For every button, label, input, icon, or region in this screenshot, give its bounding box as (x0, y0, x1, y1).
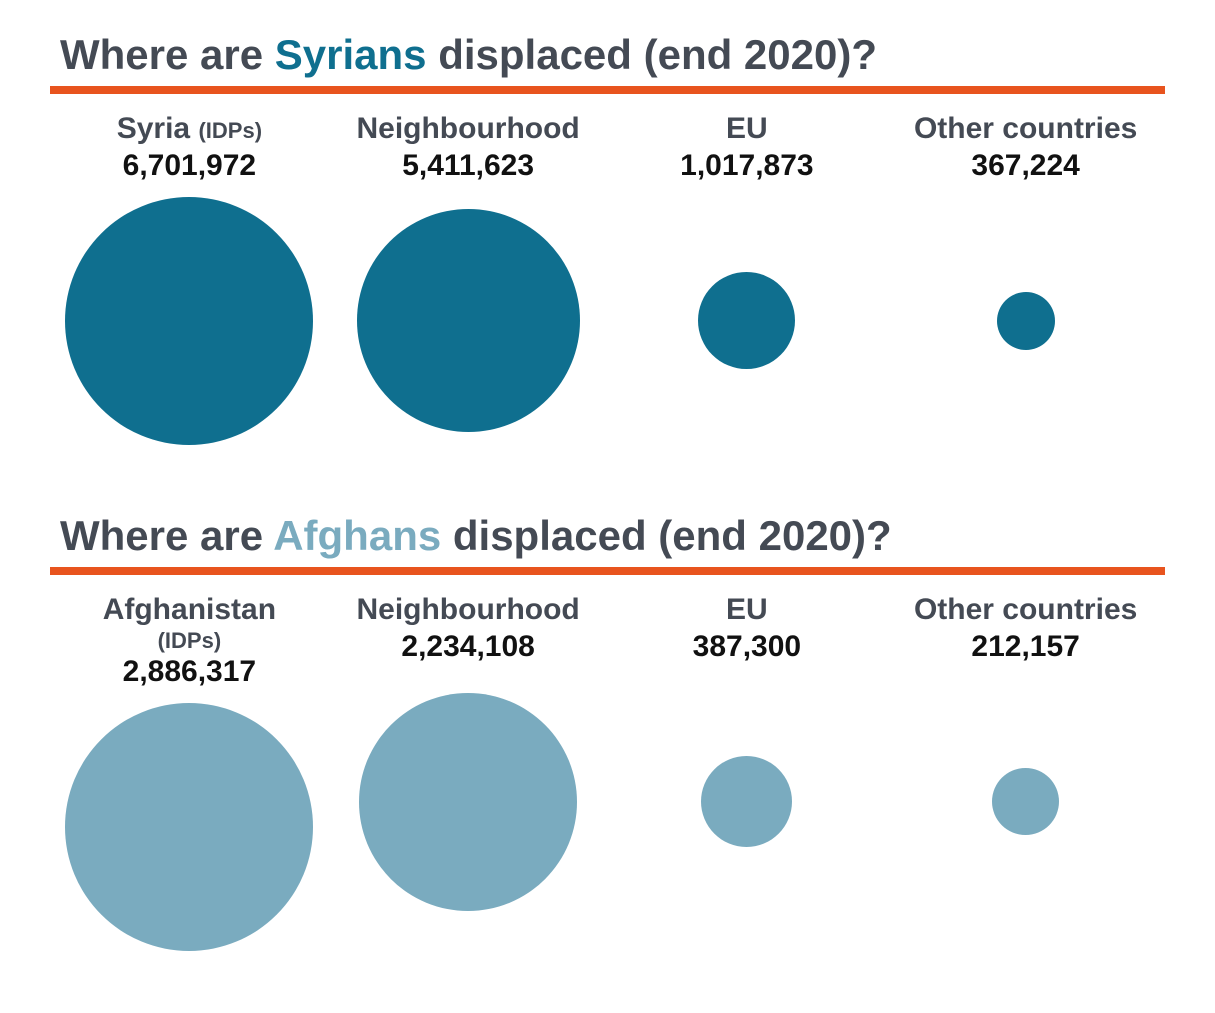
bubble-row: Syria (IDPs) 6,701,972 Neighbourhood 5,4… (50, 112, 1165, 451)
col-label: Afghanistan (IDPs) (103, 593, 276, 653)
bubble-area (50, 191, 329, 451)
title-pre: Where are (60, 512, 273, 559)
col-label: Neighbourhood (356, 593, 579, 628)
title-highlight: Afghans (273, 512, 441, 559)
bubble (698, 272, 795, 369)
bubble-col: Neighbourhood 2,234,108 (329, 593, 608, 932)
title-post: displaced (end 2020)? (441, 512, 891, 559)
title-post: displaced (end 2020)? (427, 31, 877, 78)
section-afghans: Where are Afghans displaced (end 2020)? … (50, 511, 1165, 957)
col-value: 367,224 (971, 149, 1079, 183)
bubble-col: Syria (IDPs) 6,701,972 (50, 112, 329, 451)
title-pre: Where are (60, 31, 275, 78)
col-label: Other countries (914, 112, 1137, 147)
title-underline (50, 86, 1165, 94)
section-syrians: Where are Syrians displaced (end 2020)? … (50, 30, 1165, 451)
bubble-col: Other countries 367,224 (886, 112, 1165, 451)
bubble (357, 209, 580, 432)
section-title: Where are Afghans displaced (end 2020)? (50, 511, 1165, 561)
col-label: EU (726, 112, 768, 147)
bubble (701, 756, 792, 847)
title-underline (50, 567, 1165, 575)
bubble-col: Afghanistan (IDPs) 2,886,317 (50, 593, 329, 957)
col-label: Neighbourhood (356, 112, 579, 147)
bubble-col: Neighbourhood 5,411,623 (329, 112, 608, 451)
bubble-row: Afghanistan (IDPs) 2,886,317 Neighbourho… (50, 593, 1165, 957)
bubble-col: Other countries 212,157 (886, 593, 1165, 932)
col-label: Other countries (914, 593, 1137, 628)
bubble-area (329, 191, 608, 451)
col-value: 387,300 (693, 630, 801, 664)
col-label: Syria (IDPs) (117, 112, 262, 147)
section-title: Where are Syrians displaced (end 2020)? (50, 30, 1165, 80)
bubble (992, 768, 1059, 835)
col-value: 5,411,623 (402, 149, 534, 183)
bubble-col: EU 387,300 (608, 593, 887, 932)
title-highlight: Syrians (275, 31, 427, 78)
col-value: 6,701,972 (123, 149, 256, 183)
bubble (359, 693, 577, 911)
bubble (997, 292, 1055, 350)
col-label: EU (726, 593, 768, 628)
bubble (65, 197, 313, 445)
col-value: 2,886,317 (123, 655, 256, 689)
bubble-area (886, 191, 1165, 451)
bubble-area (608, 191, 887, 451)
bubble-area (50, 697, 329, 957)
col-value: 2,234,108 (401, 630, 534, 664)
col-value: 212,157 (971, 630, 1079, 664)
bubble (65, 703, 313, 951)
bubble-area (886, 672, 1165, 932)
bubble-area (329, 672, 608, 932)
col-value: 1,017,873 (680, 149, 813, 183)
bubble-area (608, 672, 887, 932)
bubble-col: EU 1,017,873 (608, 112, 887, 451)
